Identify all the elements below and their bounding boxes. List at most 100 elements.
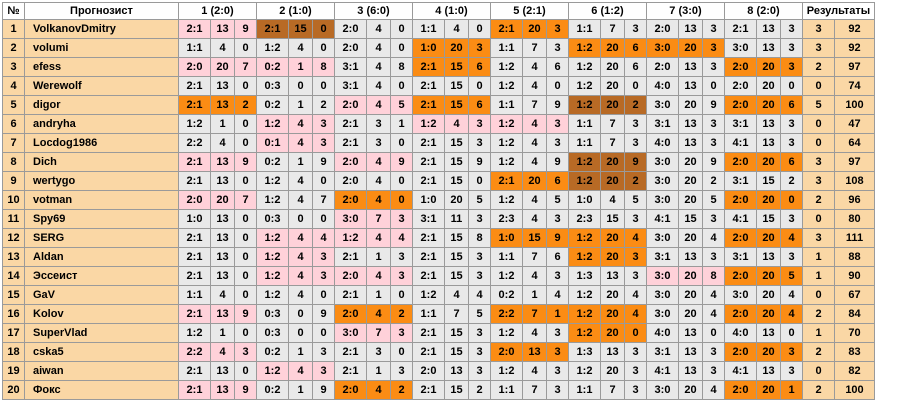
prediction-points: 4 [288, 190, 313, 210]
prediction-points: 13 [678, 247, 703, 267]
prediction-bonus: 3 [468, 342, 491, 362]
prediction-points: 15 [444, 152, 469, 172]
prediction-points: 4 [288, 361, 313, 381]
prediction-points: 20 [522, 19, 547, 39]
prediction-points: 13 [210, 228, 235, 248]
prediction-bonus: 3 [390, 209, 413, 229]
prediction-bonus: 2 [234, 95, 257, 115]
result-total: 97 [834, 152, 875, 172]
prediction-bonus: 3 [312, 342, 335, 362]
prediction-score: 4:0 [646, 133, 679, 153]
prediction-points: 13 [756, 114, 781, 134]
prediction-bonus: 0 [780, 190, 803, 210]
result-hits: 2 [802, 380, 835, 400]
table-row: 17 SuperVlad 1:2 1 0 0:3 0 0 3:0 7 3 2:1 15 3 1:2 4 3 1:2… [2, 323, 875, 343]
table-row: 1 VolkanovDmitry 2:1 13 9 2:1 15 0 2:0 4 0 1:1 4 0 2:1… [2, 19, 875, 39]
result-total: 47 [834, 114, 875, 134]
prediction-points: 20 [600, 285, 625, 305]
prediction-score: 1:2 [568, 285, 601, 305]
prediction-bonus: 0 [624, 323, 647, 343]
prediction-points: 1 [288, 57, 313, 77]
prediction-points: 1 [288, 152, 313, 172]
prediction-score: 1:3 [568, 266, 601, 286]
prediction-points: 13 [444, 361, 469, 381]
prediction-score: 3:1 [646, 342, 679, 362]
prediction-bonus: 4 [780, 285, 803, 305]
prediction-score: 2:0 [724, 57, 757, 77]
prediction-bonus: 0 [312, 38, 335, 58]
prediction-score: 2:1 [178, 152, 211, 172]
prediction-score: 3:0 [646, 285, 679, 305]
prediction-score: 2:1 [334, 285, 367, 305]
result-total: 92 [834, 19, 875, 39]
prediction-score: 2:0 [334, 152, 367, 172]
result-total: 82 [834, 361, 875, 381]
row-number: 19 [2, 361, 25, 381]
prediction-score: 2:1 [724, 19, 757, 39]
prediction-score: 3:0 [334, 323, 367, 343]
prediction-bonus: 3 [624, 133, 647, 153]
prediction-bonus: 9 [390, 152, 413, 172]
prediction-points: 1 [288, 95, 313, 115]
prediction-points: 20 [678, 304, 703, 324]
prediction-score: 2:0 [724, 95, 757, 115]
prediction-score: 3:1 [724, 171, 757, 191]
prediction-bonus: 2 [390, 304, 413, 324]
prediction-points: 20 [756, 342, 781, 362]
row-number: 10 [2, 190, 25, 210]
prediction-bonus: 5 [468, 304, 491, 324]
prediction-score: 1:2 [490, 152, 523, 172]
prediction-bonus: 5 [624, 190, 647, 210]
result-total: 100 [834, 95, 875, 115]
prediction-bonus: 9 [546, 152, 569, 172]
prediction-bonus: 4 [390, 228, 413, 248]
prediction-points: 20 [756, 76, 781, 96]
prediction-score: 3:1 [724, 247, 757, 267]
prediction-score: 1:2 [568, 57, 601, 77]
prediction-points: 11 [444, 209, 469, 229]
prediction-bonus: 3 [702, 133, 725, 153]
prediction-bonus: 0 [312, 171, 335, 191]
prediction-bonus: 2 [624, 171, 647, 191]
row-number: 3 [2, 57, 25, 77]
forecaster-name: aiwan [24, 361, 179, 381]
prediction-score: 1:2 [490, 323, 523, 343]
prediction-bonus: 9 [702, 95, 725, 115]
prediction-points: 20 [756, 304, 781, 324]
prediction-points: 13 [678, 323, 703, 343]
prediction-points: 20 [756, 380, 781, 400]
prediction-bonus: 4 [624, 285, 647, 305]
prediction-bonus: 2 [624, 95, 647, 115]
prediction-bonus: 3 [702, 342, 725, 362]
standings-table: № Прогнозист 1 (2:0) 2 (1:0) 3 (6:0) 4 (… [2, 2, 875, 400]
prediction-points: 13 [756, 19, 781, 39]
prediction-points: 4 [522, 323, 547, 343]
prediction-points: 20 [756, 190, 781, 210]
prediction-bonus: 0 [702, 76, 725, 96]
prediction-bonus: 0 [234, 114, 257, 134]
prediction-score: 2:0 [334, 190, 367, 210]
prediction-points: 4 [288, 285, 313, 305]
row-number: 5 [2, 95, 25, 115]
table-row: 12 SERG 2:1 13 0 1:2 4 4 1:2 4 4 2:1 15 8 1:0 15 9 1:2 20 4… [2, 228, 875, 248]
header-match-1: 1 (2:0) [178, 2, 257, 20]
prediction-points: 0 [288, 323, 313, 343]
prediction-bonus: 0 [468, 19, 491, 39]
prediction-bonus: 3 [546, 38, 569, 58]
prediction-bonus: 9 [546, 95, 569, 115]
prediction-score: 2:0 [724, 304, 757, 324]
prediction-points: 20 [600, 323, 625, 343]
prediction-bonus: 3 [702, 38, 725, 58]
result-total: 83 [834, 342, 875, 362]
prediction-points: 20 [600, 38, 625, 58]
prediction-points: 7 [522, 380, 547, 400]
prediction-points: 7 [522, 38, 547, 58]
prediction-score: 1:2 [490, 76, 523, 96]
prediction-bonus: 9 [234, 380, 257, 400]
table-row: 8 Dich 2:1 13 9 0:2 1 9 2:0 4 9 2:1 15 9 1:2 4 9 1:2 20 9 3:… [2, 152, 875, 172]
prediction-points: 4 [444, 19, 469, 39]
prediction-points: 15 [444, 380, 469, 400]
prediction-bonus: 3 [702, 209, 725, 229]
prediction-score: 2:1 [178, 95, 211, 115]
prediction-score: 0:3 [256, 304, 289, 324]
